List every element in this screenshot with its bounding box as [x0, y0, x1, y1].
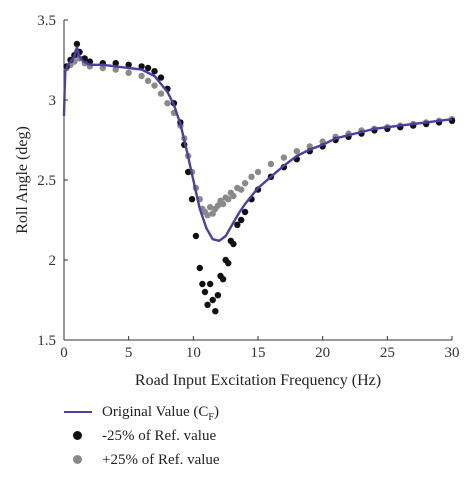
- y-tick-label: 3: [49, 93, 57, 109]
- plus25-point: [267, 160, 275, 168]
- minus25-point: [209, 296, 216, 304]
- plus25-point: [157, 90, 165, 97]
- minus25-point: [214, 292, 222, 299]
- series-original-line: [62, 46, 453, 242]
- plus25-point: [254, 168, 262, 176]
- original-value-line: [62, 46, 453, 242]
- plus25-point: [164, 100, 171, 107]
- legend-dot-swatch-black: [60, 424, 94, 448]
- minus25-point: [241, 208, 249, 216]
- plus25-point: [99, 64, 107, 72]
- plus25-point: [248, 173, 255, 180]
- plus25-point: [237, 186, 245, 193]
- x-tick-label: 15: [251, 345, 266, 361]
- minus25-point: [225, 260, 232, 267]
- plus25-point: [209, 210, 216, 217]
- legend-item-plus25: +25% of Ref. value: [60, 448, 360, 472]
- y-axis-ticks: 1.5 2 2.5 3 3.5: [37, 13, 68, 349]
- plus25-point: [206, 204, 214, 211]
- minus25-point: [138, 63, 145, 70]
- minus25-point: [73, 40, 81, 48]
- plus25-point: [214, 202, 222, 209]
- x-tick-label: 30: [445, 345, 460, 361]
- minus25-point: [237, 216, 245, 224]
- legend-dot-black: [73, 431, 82, 440]
- minus25-point: [234, 221, 241, 228]
- minus25-point: [204, 301, 211, 308]
- legend-label-minus25: -25% of Ref. value: [102, 428, 217, 444]
- plus25-point: [280, 154, 288, 161]
- legend-label-original: Original Value (CF): [102, 404, 219, 423]
- y-axis-label: Roll Angle (deg): [14, 126, 31, 234]
- minus25-point: [125, 61, 132, 68]
- x-tick-label: 0: [60, 345, 68, 361]
- minus25-point: [188, 196, 196, 203]
- y-tick-label: 2: [49, 253, 57, 269]
- plus25-point: [230, 192, 237, 200]
- x-axis-ticks: 0 5 10 15 20 25 30: [60, 336, 460, 361]
- plus25-point: [151, 82, 158, 89]
- x-tick-label: 25: [380, 345, 395, 361]
- minus25-point: [192, 232, 200, 240]
- minus25-point: [144, 64, 152, 72]
- minus25-point: [157, 74, 165, 81]
- plus25-point: [219, 200, 227, 208]
- minus25-point: [201, 288, 209, 296]
- legend-dot-swatch-gray: [60, 448, 94, 472]
- legend: Original Value (CF) -25% of Ref. value +…: [60, 400, 360, 472]
- plus25-point: [138, 72, 145, 80]
- legend-item-minus25: -25% of Ref. value: [60, 424, 360, 448]
- minus25-point: [212, 308, 219, 315]
- legend-line: [64, 411, 92, 413]
- series-minus25-points: [63, 40, 456, 315]
- minus25-point: [151, 68, 158, 75]
- x-axis-label: Road Input Excitation Frequency (Hz): [135, 372, 381, 389]
- plus25-point: [125, 69, 132, 77]
- x-tick-label: 20: [315, 345, 330, 361]
- minus25-point: [206, 280, 214, 288]
- plus25-point: [204, 212, 211, 219]
- minus25-point: [184, 168, 192, 176]
- minus25-point: [196, 264, 203, 272]
- roll-angle-chart: 0 5 10 15 20 25 30 1.5 2 2.5 3 3.5 Road Input Exci…: [14, 13, 460, 389]
- plus25-point: [225, 196, 232, 203]
- x-tick-label: 10: [186, 345, 201, 361]
- plus25-point: [144, 77, 152, 85]
- plus25-point: [293, 148, 300, 155]
- y-tick-label: 1.5: [37, 333, 56, 349]
- minus25-point: [230, 240, 237, 248]
- minus25-point: [219, 276, 227, 283]
- x-tick-label: 5: [125, 345, 133, 361]
- plus25-point: [241, 180, 249, 187]
- y-tick-label: 2.5: [37, 173, 56, 189]
- minus25-point: [199, 280, 206, 288]
- legend-item-original: Original Value (CF): [60, 400, 360, 424]
- legend-line-swatch: [60, 400, 94, 424]
- legend-dot-gray: [73, 455, 82, 464]
- legend-label-plus25: +25% of Ref. value: [102, 452, 220, 468]
- series-plus25-points: [63, 48, 456, 219]
- minus25-point: [112, 60, 119, 67]
- y-tick-label: 3.5: [37, 13, 56, 29]
- plus25-point: [112, 66, 119, 73]
